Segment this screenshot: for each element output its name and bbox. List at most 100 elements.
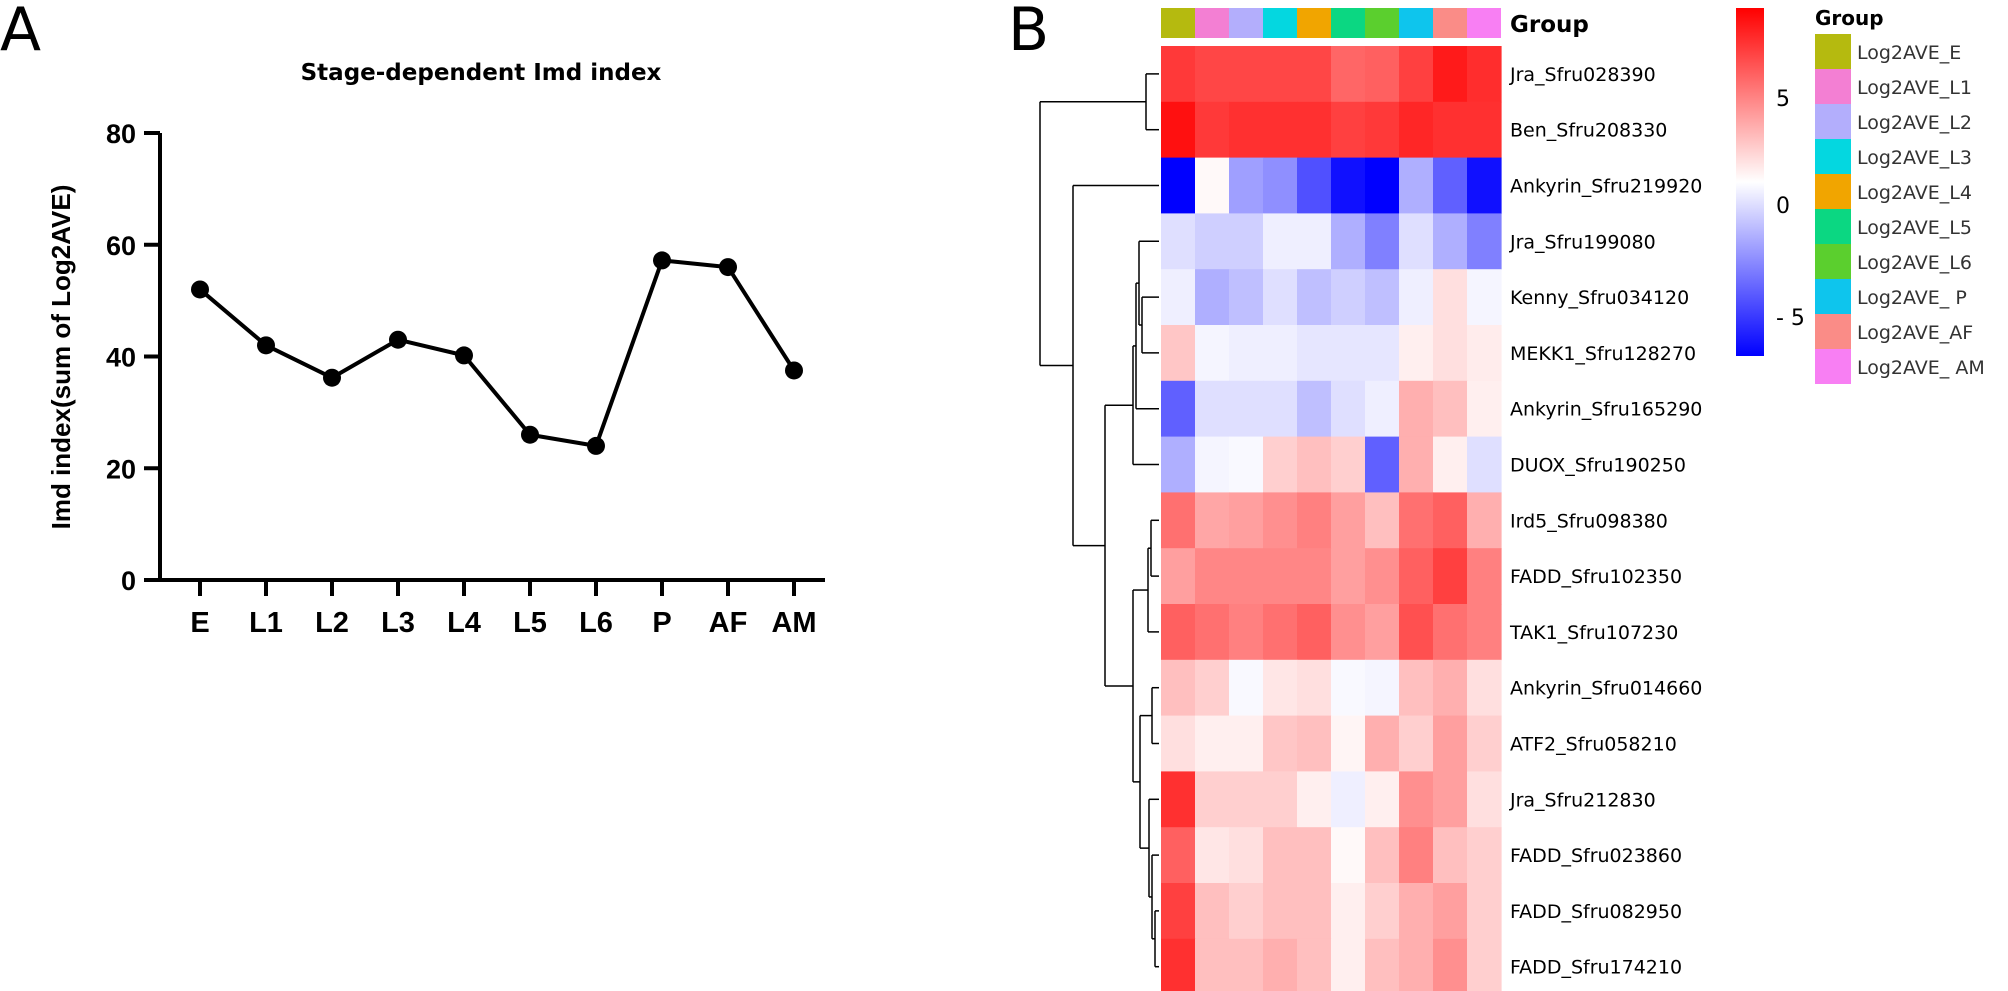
- row-label: Jra_Sfru028390: [1509, 64, 1656, 86]
- heatmap-cell: [1433, 771, 1468, 828]
- heatmap-cell: [1433, 883, 1468, 940]
- heatmap-cell: [1229, 436, 1264, 493]
- heatmap-cell: [1399, 380, 1434, 438]
- heatmap-cell: [1161, 157, 1196, 214]
- heatmap-cell: [1331, 436, 1366, 493]
- heatmap-cell: [1195, 604, 1230, 661]
- data-point: [257, 336, 275, 355]
- x-tick-label: P: [652, 607, 671, 639]
- heatmap-cell: [1331, 771, 1366, 828]
- legend-swatch: [1815, 139, 1851, 174]
- heatmap-cell: [1195, 938, 1230, 991]
- heatmap-cell: [1297, 548, 1332, 605]
- x-tick-label: AF: [709, 607, 748, 639]
- legend-label: Log2AVE_L1: [1857, 77, 1972, 99]
- group-bar-cell: [1331, 8, 1365, 38]
- heatmap-cell: [1195, 659, 1230, 717]
- legend-label: Log2AVE_L6: [1857, 252, 1972, 274]
- series-line: [198, 258, 796, 448]
- heatmap-cell: [1365, 46, 1400, 103]
- heatmap-cell: [1229, 938, 1264, 991]
- heatmap-cell: [1399, 827, 1434, 884]
- heatmap-cell: [1195, 715, 1230, 772]
- heatmap-cell: [1399, 46, 1434, 103]
- heatmap-cell: [1195, 436, 1230, 493]
- data-point: [785, 361, 803, 380]
- heatmap-cell: [1195, 883, 1230, 940]
- row-labels: Jra_Sfru028390 Ben_Sfru208330 Ankyrin_Sfru…: [1509, 64, 1702, 979]
- x-tick-label: E: [190, 607, 209, 639]
- heatmap-cell: [1297, 46, 1332, 103]
- legend-swatch: [1815, 279, 1851, 314]
- heatmap-cell: [1433, 436, 1468, 493]
- heatmap-cell: [1399, 325, 1434, 382]
- heatmap-cell: [1161, 604, 1196, 661]
- y-axis-label: Imd index(sum of Log2AVE): [46, 185, 76, 530]
- heatmap-cell: [1297, 659, 1332, 717]
- group-bar-cell: [1195, 8, 1229, 38]
- heatmap-cell: [1229, 213, 1264, 270]
- legend-swatch: [1815, 174, 1851, 209]
- legend-swatch: [1815, 314, 1851, 349]
- heatmap-cell: [1297, 492, 1332, 549]
- heatmap-cell: [1161, 213, 1196, 270]
- heatmap-cell: [1433, 325, 1468, 382]
- y-tick-label: 40: [106, 343, 136, 373]
- heatmap-cells: [1161, 46, 1502, 991]
- heatmap-cell: [1433, 492, 1468, 549]
- heatmap-cell: [1297, 157, 1332, 214]
- row-label: Ird5_Sfru098380: [1510, 510, 1668, 532]
- legend-swatch: [1815, 244, 1851, 279]
- legend-swatch: [1815, 349, 1851, 384]
- data-point: [653, 251, 671, 270]
- panel-b-letter: B: [1008, 0, 1049, 65]
- heatmap-cell: [1229, 604, 1264, 661]
- heatmap-cell: [1297, 604, 1332, 661]
- row-dendrogram: [1039, 73, 1159, 968]
- colorbar-rect: [1736, 8, 1764, 356]
- heatmap-cell: [1331, 46, 1366, 103]
- heatmap-cell: [1399, 938, 1434, 991]
- heatmap-cell: [1365, 938, 1400, 991]
- heatmap-cell: [1263, 548, 1298, 605]
- heatmap-cell: [1195, 157, 1230, 214]
- heatmap-cell: [1161, 827, 1196, 884]
- row-label: Ankyrin_Sfru014660: [1510, 678, 1702, 700]
- heatmap-cell: [1433, 380, 1468, 438]
- data-point: [389, 330, 407, 349]
- heatmap-cell: [1263, 46, 1298, 103]
- heatmap-cell: [1263, 827, 1298, 884]
- legend-swatch: [1815, 104, 1851, 139]
- row-label: Jra_Sfru212830: [1509, 789, 1656, 811]
- heatmap-cell: [1467, 938, 1502, 991]
- heatmap-cell: [1161, 436, 1196, 493]
- heatmap-cell: [1229, 46, 1264, 103]
- heatmap-cell: [1399, 548, 1434, 605]
- heatmap-cell: [1365, 101, 1400, 159]
- heatmap-cell: [1467, 715, 1502, 772]
- heatmap-cell: [1195, 380, 1230, 438]
- y-tick-label: 0: [121, 566, 136, 596]
- heatmap-cell: [1399, 269, 1434, 326]
- heatmap-cell: [1229, 157, 1264, 214]
- row-label: FADD_Sfru174210: [1510, 957, 1682, 979]
- heatmap-cell: [1331, 883, 1366, 940]
- heatmap-cell: [1229, 771, 1264, 828]
- heatmap-cell: [1365, 269, 1400, 326]
- row-label: Ankyrin_Sfru219920: [1510, 176, 1702, 198]
- heatmap-cell: [1229, 715, 1264, 772]
- heatmap-cell: [1161, 325, 1196, 382]
- heatmap-cell: [1433, 213, 1468, 270]
- heatmap-cell: [1433, 715, 1468, 772]
- heatmap-cell: [1365, 548, 1400, 605]
- heatmap-cell: [1331, 604, 1366, 661]
- heatmap-cell: [1365, 157, 1400, 214]
- heatmap-cell: [1399, 213, 1434, 270]
- row-label: FADD_Sfru082950: [1510, 901, 1682, 923]
- row-label: TAK1_Sfru107230: [1509, 622, 1678, 644]
- heatmap-cell: [1263, 157, 1298, 214]
- heatmap-cell: [1161, 715, 1196, 772]
- heatmap-cell: [1195, 101, 1230, 159]
- heatmap-cell: [1331, 827, 1366, 884]
